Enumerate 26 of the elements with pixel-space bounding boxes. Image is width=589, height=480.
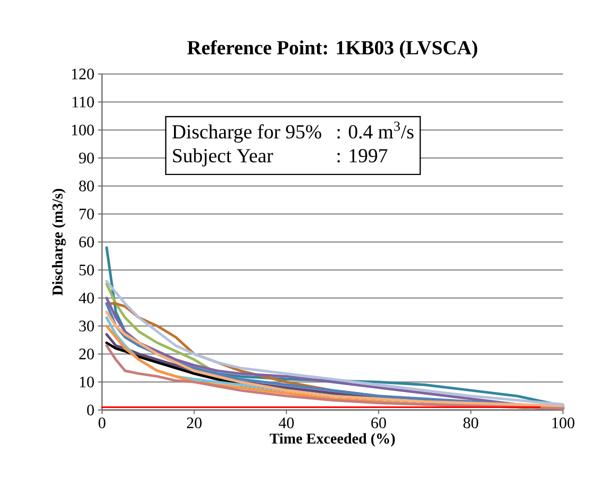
x-tick-label: 60 <box>371 418 386 428</box>
y-tick-label: 30 <box>79 320 94 332</box>
y-tick-label: 120 <box>72 68 94 80</box>
y-tick-label: 40 <box>78 292 94 304</box>
x-tick-label: 40 <box>278 418 294 428</box>
y-tick-label: 90 <box>79 152 94 164</box>
x-axis-title: Time Exceeded (%) <box>270 433 395 447</box>
x-tick-label: 80 <box>463 418 478 428</box>
y-tick-label: 110 <box>72 96 94 108</box>
y-tick-label: 70 <box>80 208 94 220</box>
annotation: Discharge for 95% <box>172 124 322 143</box>
y-tick-label: 10 <box>80 376 94 388</box>
annotation: : 1997 <box>337 149 388 163</box>
x-tick-label: 0 <box>98 418 106 428</box>
y-axis-title: Discharge (m3/s) <box>52 188 66 296</box>
y-tick-label: 50 <box>79 264 94 276</box>
y-tick-label: 100 <box>72 124 94 136</box>
y-tick-label: 80 <box>79 180 94 192</box>
annotation: Subject Year <box>173 148 274 166</box>
y-tick-label: 20 <box>79 348 94 360</box>
y-tick-label: 60 <box>79 236 94 248</box>
y-tick-label: 0 <box>87 404 94 416</box>
chart-title: Reference Point: 1KB03 (LVSCA) <box>187 40 478 58</box>
annotation: : 0.4 m$^{3}$/s <box>337 122 414 139</box>
x-tick-label: 20 <box>186 418 202 428</box>
x-tick-label: 100 <box>552 418 574 428</box>
